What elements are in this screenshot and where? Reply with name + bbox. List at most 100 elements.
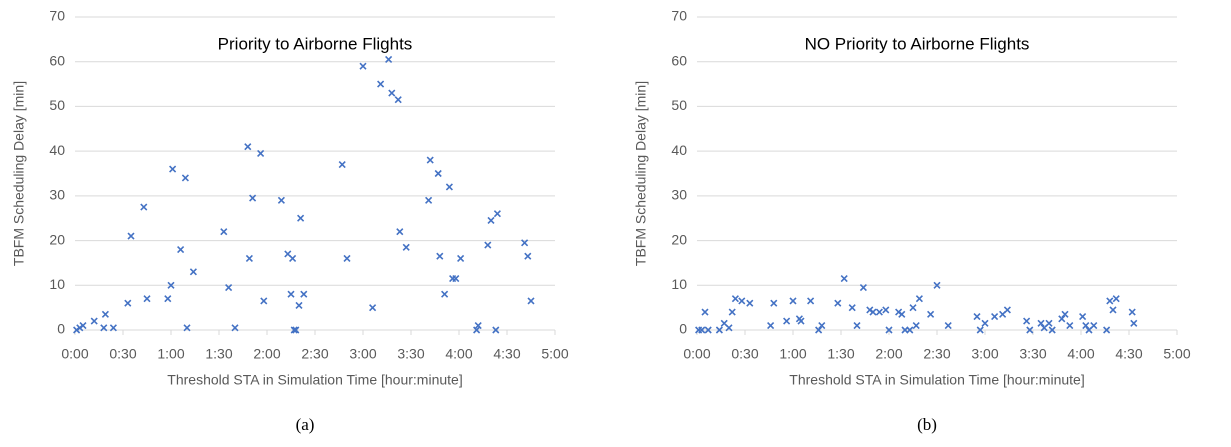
marker [767, 321, 775, 330]
x-tick-label: 1:00 [779, 346, 806, 362]
marker [797, 317, 805, 325]
marker [704, 326, 712, 334]
marker [1003, 306, 1011, 314]
marker [1082, 321, 1090, 330]
chart-title: Priority to Airborne Flights [218, 34, 413, 53]
marker [725, 324, 733, 332]
marker [991, 313, 999, 321]
marker [898, 310, 906, 318]
marker [287, 290, 295, 298]
y-tick-label: 0 [57, 321, 65, 337]
y-tick-label: 70 [671, 8, 687, 24]
marker [445, 183, 453, 191]
y-tick-label: 40 [49, 142, 65, 158]
marker [848, 304, 856, 312]
marker [915, 295, 923, 303]
marker [731, 295, 739, 303]
marker [715, 326, 723, 334]
marker [738, 297, 746, 305]
marker [1109, 306, 1117, 314]
marker [527, 297, 535, 305]
y-axis-label: TBFM Scheduling Delay [min] [11, 81, 27, 266]
marker [818, 321, 826, 330]
chart-title: NO Priority to Airborne Flights [805, 34, 1030, 53]
marker [484, 241, 492, 249]
marker [290, 326, 298, 334]
marker [746, 299, 754, 307]
x-tick-label: 2:30 [923, 346, 950, 362]
marker [140, 203, 148, 211]
marker [524, 252, 532, 260]
marker [127, 232, 135, 240]
marker [976, 326, 984, 334]
marker [441, 290, 449, 298]
marker [343, 254, 351, 263]
x-axis-label: Threshold STA in Simulation Time [hour:m… [789, 372, 1084, 388]
marker [882, 306, 890, 314]
x-tick-label: 4:30 [493, 346, 520, 362]
marker [492, 326, 500, 334]
x-tick-label: 3:30 [397, 346, 424, 362]
marker [143, 295, 151, 303]
marker [1045, 319, 1053, 327]
marker [292, 326, 300, 334]
marker [385, 55, 393, 64]
marker [297, 214, 305, 222]
x-tick-label: 0:30 [109, 346, 136, 362]
marker [79, 321, 87, 330]
marker [244, 143, 252, 151]
marker [473, 326, 481, 334]
x-tick-label: 2:30 [301, 346, 328, 362]
x-tick-label: 3:00 [349, 346, 376, 362]
marker [457, 254, 465, 263]
marker [933, 281, 941, 289]
marker [338, 160, 346, 169]
marker [388, 89, 396, 97]
marker [474, 321, 482, 330]
marker [789, 297, 797, 305]
marker [853, 321, 861, 330]
marker [701, 308, 709, 316]
marker [1061, 310, 1069, 318]
y-tick-label: 50 [49, 97, 65, 113]
marker [377, 80, 385, 88]
marker [289, 254, 297, 263]
marker [257, 149, 265, 157]
x-axis-label: Threshold STA in Simulation Time [hour:m… [167, 372, 462, 388]
marker [109, 324, 117, 332]
y-tick-label: 10 [671, 276, 687, 292]
marker [396, 228, 404, 236]
marker [181, 174, 189, 182]
marker [1079, 313, 1087, 321]
marker [927, 310, 935, 318]
y-tick-label: 40 [671, 142, 687, 158]
marker [100, 324, 108, 332]
marker [220, 228, 228, 236]
marker [249, 194, 257, 202]
x-tick-label: 1:30 [827, 346, 854, 362]
marker [369, 304, 377, 312]
marker [1058, 315, 1066, 323]
marker [981, 319, 989, 327]
marker [124, 299, 132, 307]
marker [402, 243, 410, 251]
marker [1130, 319, 1138, 327]
marker [493, 210, 501, 218]
marker [1037, 319, 1045, 327]
marker [521, 239, 529, 247]
marker [1066, 321, 1074, 330]
marker [245, 254, 253, 263]
marker [834, 299, 842, 307]
x-tick-label: 2:00 [875, 346, 902, 362]
x-tick-label: 0:00 [683, 346, 710, 362]
marker [973, 313, 981, 321]
y-tick-label: 10 [49, 276, 65, 292]
y-tick-label: 60 [49, 52, 65, 68]
y-tick-label: 30 [49, 187, 65, 203]
marker [885, 326, 893, 334]
marker [1048, 326, 1056, 334]
x-tick-label: 2:00 [253, 346, 280, 362]
marker [1026, 326, 1034, 334]
marker [426, 156, 434, 164]
